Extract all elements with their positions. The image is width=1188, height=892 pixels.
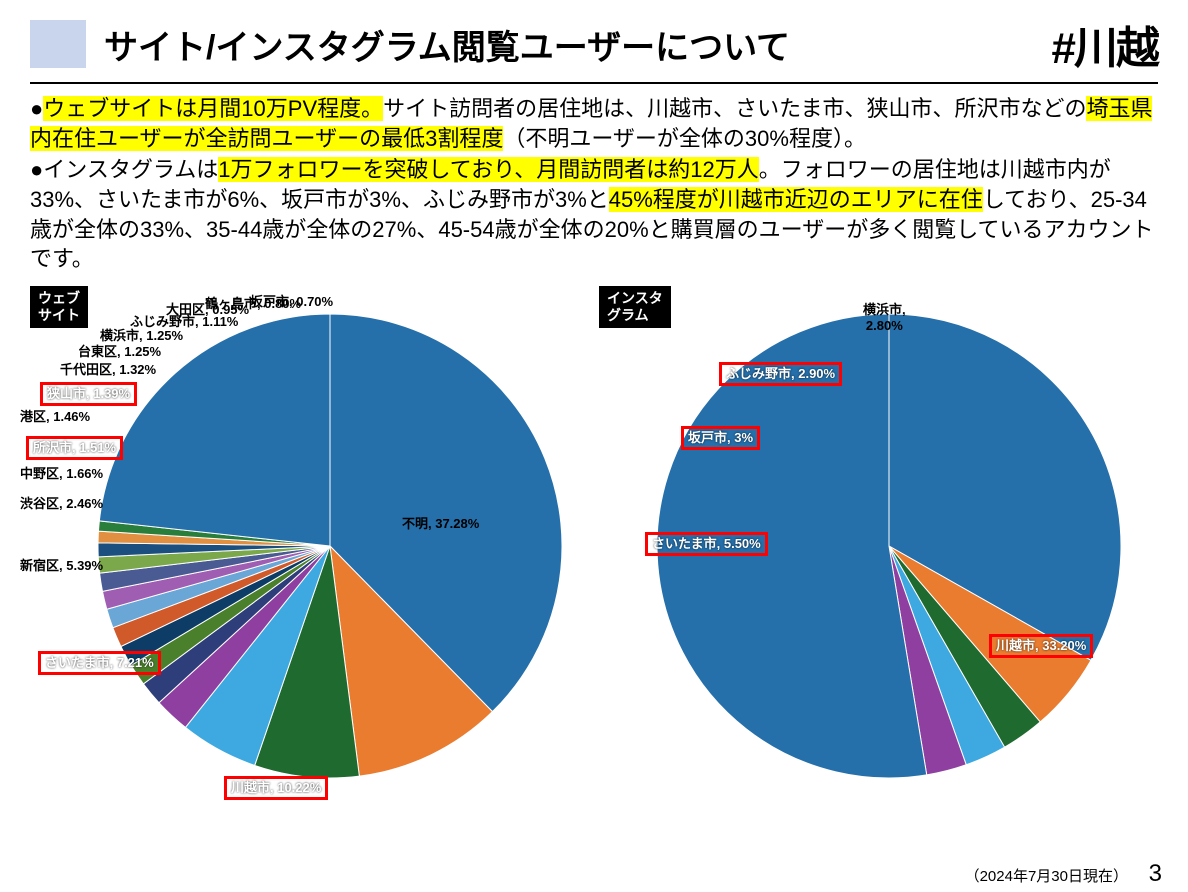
web-pie-label-10: 台東区, 1.25% <box>78 344 161 360</box>
web-pie-label-15: 坂戸市, 0.70% <box>250 294 333 310</box>
insta-pie-label-0: 川越市, 33.20% <box>989 634 1093 658</box>
web-chart-tag: ウェブサイト <box>30 286 88 328</box>
web-pie-label-1: 川越市, 10.22% <box>224 776 328 800</box>
insta-pie-label-3: ふじみ野市, 2.90% <box>719 362 842 386</box>
slide-hashtag: #川越 <box>1052 12 1158 76</box>
p2-highlight-1: 1万フォロワーを突破しており、月間訪問者は約12万人 <box>218 157 759 182</box>
web-pie-label-3: 新宿区, 5.39% <box>20 558 103 574</box>
header-accent-box <box>30 20 86 68</box>
insta-pie-label-4: 横浜市,2.80% <box>863 302 906 335</box>
body-text: ●ウェブサイトは月間10万PV程度。サイト訪問者の居住地は、川越市、さいたま市、… <box>0 94 1188 274</box>
web-pie-label-6: 所沢市, 1.51% <box>26 436 123 460</box>
footer-page-number: 3 <box>1149 860 1162 888</box>
header-rule <box>30 82 1158 84</box>
insta-pie-label-2: 坂戸市, 3% <box>681 426 760 450</box>
web-pie-label-11: 横浜市, 1.25% <box>100 328 183 344</box>
paragraph-2: ●インスタグラムは1万フォロワーを突破しており、月間訪問者は約12万人。フォロワ… <box>30 155 1158 274</box>
web-chart-column: ウェブサイト 不明, 37.28% 川越市, 10.22% さいたま市, 7.21%… <box>30 286 569 806</box>
charts-row: ウェブサイト 不明, 37.28% 川越市, 10.22% さいたま市, 7.21%… <box>0 276 1188 806</box>
insta-chart-column: インスタグラム 川越市, 33.20% さいたま市, 5.50% 坂戸市, 3% ふじ… <box>599 286 1158 806</box>
insta-chart-tag: インスタグラム <box>599 286 671 328</box>
insta-pie-label-1: さいたま市, 5.50% <box>645 532 768 556</box>
web-pie-label-7: 港区, 1.46% <box>20 409 90 425</box>
web-pie-label-2: さいたま市, 7.21% <box>38 651 161 675</box>
slide-header: サイト/インスタグラム閲覧ユーザーについて #川越 <box>0 0 1188 76</box>
p1-highlight-1: ウェブサイトは月間10万PV程度。 <box>43 96 383 121</box>
web-pie-label-0: 不明, 37.28% <box>402 516 479 532</box>
footer-date: （2024年7月30日現在） <box>965 865 1128 886</box>
web-pie-label-8: 狭山市, 1.39% <box>40 382 137 406</box>
paragraph-1: ●ウェブサイトは月間10万PV程度。サイト訪問者の居住地は、川越市、さいたま市、… <box>30 94 1158 153</box>
p2-highlight-2: 45%程度が川越市近辺のエリアに在住 <box>609 187 983 212</box>
web-pie-label-5: 中野区, 1.66% <box>20 466 103 482</box>
slide-title: サイト/インスタグラム閲覧ユーザーについて <box>104 20 1052 69</box>
web-pie-label-9: 千代田区, 1.32% <box>60 362 156 378</box>
web-pie-label-4: 渋谷区, 2.46% <box>20 496 103 512</box>
